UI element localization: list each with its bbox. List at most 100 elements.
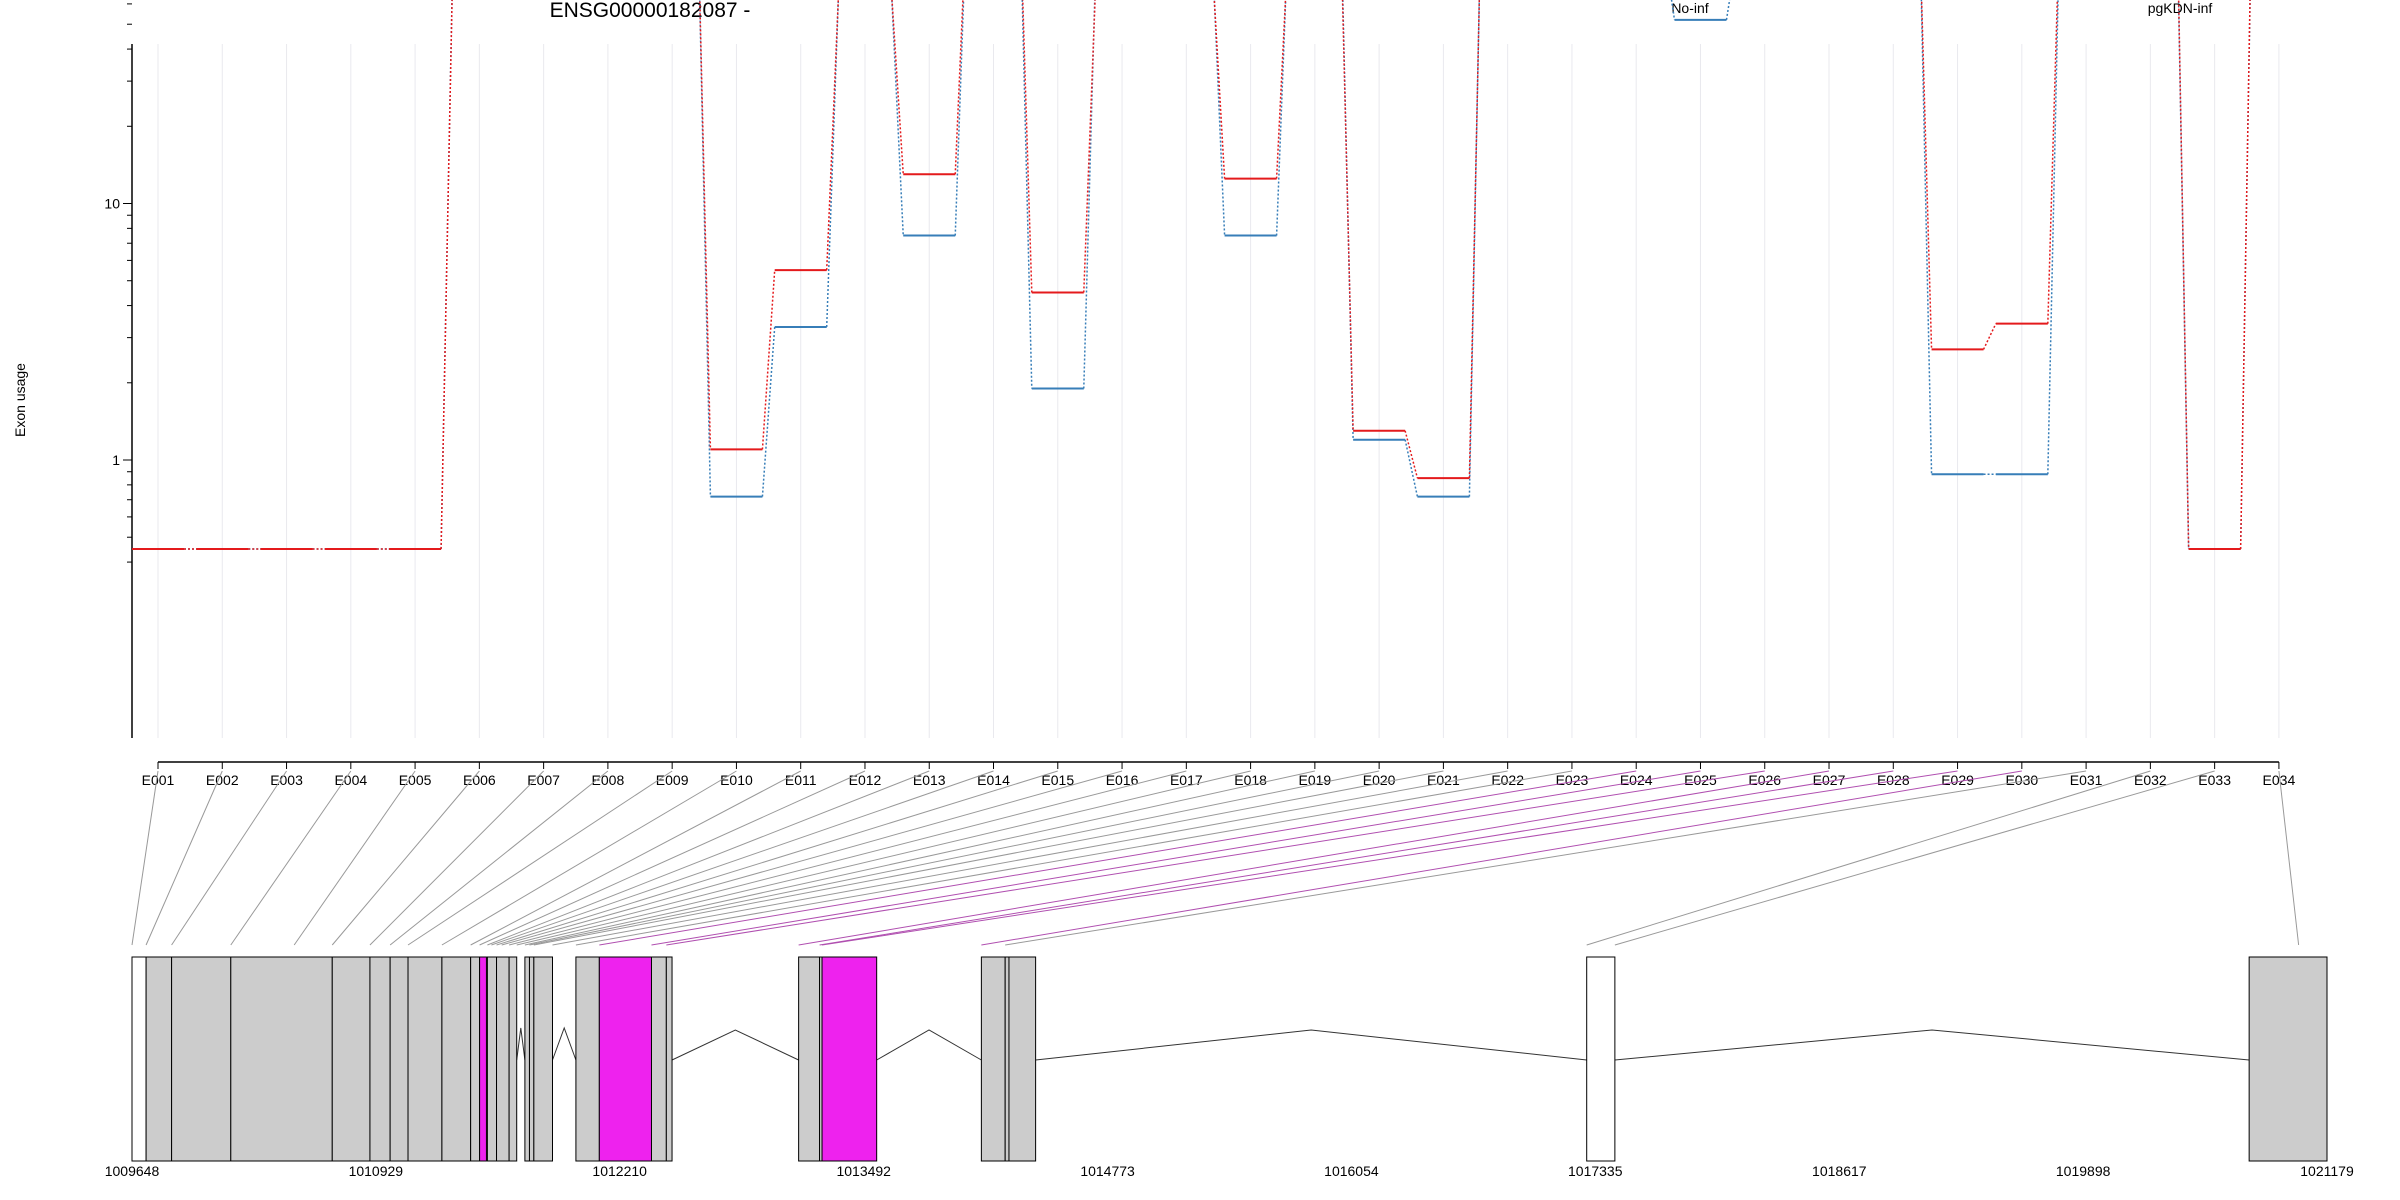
exon-connector bbox=[407, 770, 673, 946]
connector-line bbox=[1404, 430, 1419, 479]
exon-connector bbox=[501, 770, 1123, 946]
exon-box bbox=[980, 956, 1006, 1162]
exon-connector bbox=[131, 770, 159, 946]
x-tick-label: E008 bbox=[592, 772, 625, 788]
exon-connector bbox=[1005, 770, 2087, 946]
connector-line bbox=[2239, 0, 2251, 549]
connector-line bbox=[1275, 0, 1287, 179]
series-no-inf bbox=[132, 0, 2251, 550]
gene-model bbox=[131, 956, 2328, 1162]
x-tick-label: E014 bbox=[977, 772, 1010, 788]
genomic-tick-label: 1013492 bbox=[836, 1163, 891, 1179]
x-tick-label: E015 bbox=[1041, 772, 1074, 788]
connector-layer bbox=[131, 770, 2300, 946]
exon-connector bbox=[389, 770, 609, 946]
exon-box bbox=[798, 956, 821, 1162]
x-tick-label: E011 bbox=[785, 772, 817, 788]
intron-line bbox=[552, 1026, 577, 1061]
legend-pgkdn-inf: pgKDN-inf bbox=[2147, 0, 2213, 16]
exon-connector bbox=[470, 770, 801, 946]
exon-connector bbox=[293, 770, 416, 946]
connector-line bbox=[1022, 0, 1033, 293]
exon-connector bbox=[599, 770, 1637, 946]
exon-connector bbox=[508, 770, 1187, 946]
exon-connector bbox=[441, 770, 737, 946]
connector-line bbox=[891, 0, 904, 236]
connector-line bbox=[440, 0, 453, 549]
exon-box bbox=[131, 956, 147, 1162]
exon-connector bbox=[331, 770, 480, 946]
exon-box bbox=[533, 956, 553, 1162]
x-tick-label: E013 bbox=[913, 772, 946, 788]
exon-box bbox=[145, 956, 173, 1162]
exon-box bbox=[524, 956, 530, 1162]
x-tick-label: E033 bbox=[2198, 772, 2231, 788]
exon-connector bbox=[1614, 770, 2215, 946]
exon-box bbox=[496, 956, 510, 1162]
x-tick-label: E002 bbox=[206, 772, 239, 788]
exon-box bbox=[1004, 956, 1010, 1162]
x-tick-label: E010 bbox=[720, 772, 753, 788]
x-tick-label: E018 bbox=[1234, 772, 1267, 788]
connector-line bbox=[1404, 439, 1419, 497]
connector-line bbox=[1982, 323, 1997, 350]
connector-line bbox=[1341, 0, 1354, 431]
x-tick-label: E001 bbox=[142, 772, 175, 788]
exon-connector bbox=[533, 770, 1444, 946]
connector-line bbox=[1670, 0, 1676, 20]
connector-line bbox=[1468, 0, 1481, 497]
connector-line bbox=[1725, 0, 1731, 20]
exon-connector bbox=[145, 770, 223, 946]
x-tick-label: E031 bbox=[2070, 772, 2103, 788]
exon-connector bbox=[487, 770, 930, 946]
exon-connector bbox=[651, 770, 1701, 946]
intron-line bbox=[876, 1029, 982, 1061]
exon-box bbox=[331, 956, 371, 1162]
connector-line bbox=[1920, 0, 1933, 475]
x-tick-label: E005 bbox=[399, 772, 432, 788]
connector-line bbox=[761, 326, 776, 497]
connector-line bbox=[2177, 0, 2190, 549]
x-tick-label: E007 bbox=[527, 772, 560, 788]
y-tick-label: 10 bbox=[104, 196, 120, 212]
x-tick-label: E034 bbox=[2263, 772, 2296, 788]
x-tick-label: E021 bbox=[1427, 772, 1460, 788]
intron-line bbox=[1035, 1029, 1587, 1061]
connector-line bbox=[2047, 0, 2059, 475]
connector-line bbox=[440, 0, 453, 549]
x-tick-label: E028 bbox=[1877, 772, 1910, 788]
exon-connector bbox=[819, 770, 1894, 946]
connector-line bbox=[825, 0, 840, 328]
x-tick-label: E023 bbox=[1556, 772, 1589, 788]
exon-box bbox=[230, 956, 333, 1162]
x-tick-label: E032 bbox=[2134, 772, 2167, 788]
connector-line bbox=[1275, 0, 1287, 236]
x-tick-label: E020 bbox=[1363, 772, 1396, 788]
exon-connector bbox=[369, 770, 544, 946]
exon-connector bbox=[981, 770, 2022, 946]
x-tick-label: E012 bbox=[849, 772, 882, 788]
genomic-tick-label: 1017335 bbox=[1568, 1163, 1623, 1179]
x-tick-label: E029 bbox=[1941, 772, 1974, 788]
genomic-tick-label: 1018617 bbox=[1812, 1163, 1867, 1179]
genomic-tick-label: 1016054 bbox=[1324, 1163, 1379, 1179]
connector-line bbox=[1468, 0, 1481, 479]
exon-box bbox=[369, 956, 391, 1162]
y-tick-label: 1 bbox=[112, 452, 120, 468]
x-tick-label: E024 bbox=[1620, 772, 1653, 788]
genomic-tick-label: 1014773 bbox=[1080, 1163, 1135, 1179]
exon-connector bbox=[529, 770, 1380, 946]
exon-box bbox=[441, 956, 472, 1162]
grid-layer bbox=[157, 44, 2280, 738]
x-tick-label: E030 bbox=[2005, 772, 2038, 788]
genomic-axis: 1009648 1010929 1012210 1013492 1014773 10160… bbox=[105, 1163, 2354, 1179]
exon-box bbox=[508, 956, 518, 1162]
exon-box bbox=[479, 956, 487, 1162]
x-tick-label: E027 bbox=[1813, 772, 1846, 788]
genomic-tick-label: 1009648 bbox=[105, 1163, 160, 1179]
exon-box bbox=[528, 956, 535, 1162]
legend-no-inf: No-inf bbox=[1671, 0, 1709, 16]
exon-box bbox=[575, 956, 600, 1162]
connector-line bbox=[954, 0, 964, 175]
